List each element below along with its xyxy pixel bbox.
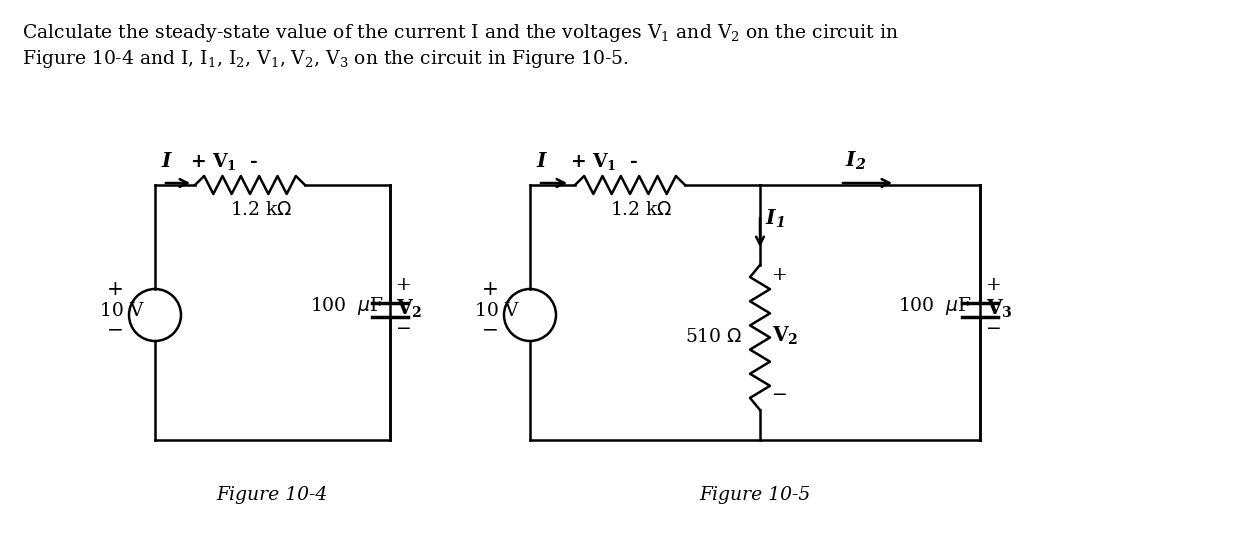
Text: $\mathregular{V_2}$: $\mathregular{V_2}$ — [396, 298, 422, 320]
Text: $\mathregular{V_2}$: $\mathregular{V_2}$ — [772, 325, 798, 347]
Text: + $\mathregular{V_1}$  -: + $\mathregular{V_1}$ - — [570, 151, 638, 172]
Text: Figure 10-4: Figure 10-4 — [216, 486, 327, 504]
Text: Calculate the steady-state value of the current I and the voltages $\mathregular: Calculate the steady-state value of the … — [22, 22, 898, 44]
Text: +: + — [482, 280, 498, 299]
Text: 1.2 k$\Omega$: 1.2 k$\Omega$ — [610, 201, 672, 219]
Text: 510 $\Omega$: 510 $\Omega$ — [684, 328, 742, 346]
Text: −: − — [985, 320, 1002, 338]
Text: −: − — [482, 320, 498, 339]
Text: $\mathregular{I_2}$: $\mathregular{I_2}$ — [846, 150, 867, 172]
Text: −: − — [107, 320, 124, 339]
Text: 100  $\mu$F: 100 $\mu$F — [898, 295, 972, 317]
Text: I: I — [536, 151, 546, 171]
Text: Figure 10-4 and I, $\mathregular{I_1}$, $\mathregular{I_2}$, $\mathregular{V_1}$: Figure 10-4 and I, $\mathregular{I_1}$, … — [22, 48, 628, 70]
Text: +: + — [772, 266, 788, 284]
Text: +: + — [107, 280, 124, 299]
Text: $\mathregular{V_3}$: $\mathregular{V_3}$ — [985, 298, 1013, 320]
Text: 10 V: 10 V — [475, 302, 518, 320]
Text: 1.2 k$\Omega$: 1.2 k$\Omega$ — [230, 201, 292, 219]
Text: $\mathregular{I_1}$: $\mathregular{I_1}$ — [764, 208, 784, 230]
Text: +: + — [985, 276, 1002, 294]
Text: 100  $\mu$F: 100 $\mu$F — [310, 295, 383, 317]
Text: + $\mathregular{V_1}$  -: + $\mathregular{V_1}$ - — [190, 151, 259, 172]
Text: −: − — [772, 386, 788, 404]
Text: 10 V: 10 V — [100, 302, 144, 320]
Text: −: − — [396, 320, 412, 338]
Text: +: + — [396, 276, 412, 294]
Text: I: I — [161, 151, 170, 171]
Text: Figure 10-5: Figure 10-5 — [699, 486, 811, 504]
